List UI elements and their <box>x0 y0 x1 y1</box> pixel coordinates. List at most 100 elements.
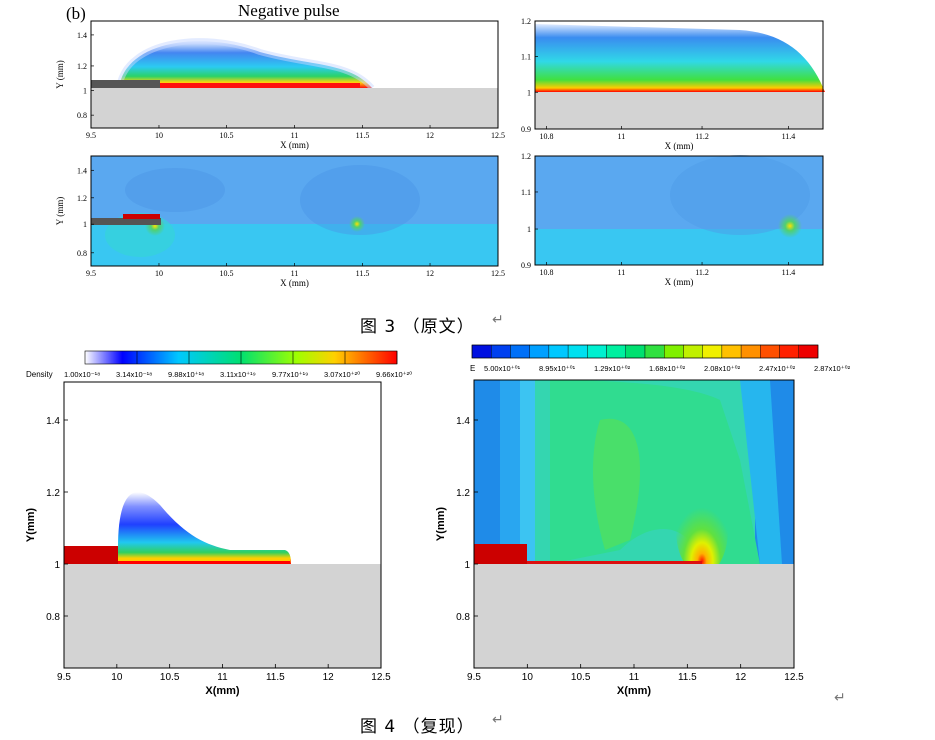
x-tick-label: 9.5 <box>86 269 96 278</box>
x-tick-label: 12 <box>735 672 747 683</box>
x-tick-label: 11.2 <box>695 132 709 141</box>
colorbar-block <box>491 344 511 359</box>
figure-title: Negative pulse <box>238 1 340 20</box>
return-mark-3: ↵ <box>492 712 504 728</box>
x-tick-label: 11.5 <box>356 269 370 278</box>
colorbar-block <box>510 344 530 359</box>
field-legend-value: 8.95x10⁺⁰¹ <box>539 364 576 373</box>
x-tick-label: 10 <box>111 672 123 683</box>
colorbar-block <box>683 344 703 359</box>
y-tick-label: 1.2 <box>46 488 60 499</box>
x-tick-label: 12.5 <box>491 131 505 140</box>
panel-density-zoom <box>534 20 825 130</box>
y-tick-label: 1.2 <box>77 62 87 71</box>
x-tick-label: 11 <box>217 672 228 683</box>
y-axis-label: Y (mm) <box>55 60 65 88</box>
x-tick-label: 10.5 <box>160 672 180 683</box>
colorbar-block <box>702 344 723 359</box>
density-legend-value: 3.07x10⁺²⁰ <box>324 370 360 379</box>
x-tick-label: 9.5 <box>467 672 481 683</box>
x-tick-label: 11.5 <box>266 672 285 683</box>
x-tick-label: 12 <box>426 269 434 278</box>
x-tick-label: 9.5 <box>86 131 96 140</box>
x-tick-label: 10.8 <box>540 132 554 141</box>
density-legend-title: Density <box>26 370 53 379</box>
x-tick-label: 12 <box>426 131 434 140</box>
y-tick-label: 1.4 <box>77 31 87 40</box>
panel-density-recreated <box>63 381 382 669</box>
x-tick-label: 12 <box>323 672 335 683</box>
x-axis-label: X (mm) <box>665 277 694 287</box>
colorbar-block <box>664 344 684 359</box>
y-tick-label: 1.4 <box>77 166 87 175</box>
panel-field-zoom <box>534 155 824 266</box>
x-tick-label: 11 <box>618 268 626 277</box>
y-tick-label: 0.8 <box>77 111 87 120</box>
density-legend-value: 9.88x10⁺¹⁸ <box>168 370 204 379</box>
colorbar-block <box>798 344 819 359</box>
panel-field-full <box>90 155 499 267</box>
colorbar-block <box>529 344 550 359</box>
x-tick-label: 10.5 <box>571 672 591 683</box>
y-tick-label: 1 <box>54 560 60 571</box>
y-tick-label: 1.2 <box>456 488 470 499</box>
x-axis-label: X (mm) <box>280 278 309 288</box>
x-tick-label: 9.5 <box>57 672 71 683</box>
field-legend-value: 2.47x10⁺⁰² <box>759 364 796 373</box>
density-legend-value: 9.77x10⁺¹⁹ <box>272 370 308 379</box>
x-axis-label: X (mm) <box>280 140 309 150</box>
colorbar-block <box>740 344 761 359</box>
x-tick-label: 12.5 <box>371 672 391 683</box>
y-tick-label: 1.1 <box>521 53 531 62</box>
panel-density-full <box>90 20 499 129</box>
figure-4-caption: 图 4 （复现） <box>360 717 475 737</box>
x-axis-label: X(mm) <box>205 685 240 697</box>
x-tick-label: 11 <box>629 672 640 683</box>
y-tick-label: 1.1 <box>521 188 531 197</box>
y-tick-label: 1.4 <box>46 416 60 427</box>
y-tick-label: 0.8 <box>456 612 470 623</box>
field-legend-value: 2.08x10⁺⁰² <box>704 364 741 373</box>
field-legend-value: 2.87x10⁺⁰² <box>814 364 851 373</box>
y-tick-label: 0.8 <box>77 249 87 258</box>
y-tick-label: 0.8 <box>46 612 60 623</box>
colorbar-block <box>567 344 588 359</box>
x-tick-label: 12.5 <box>491 269 505 278</box>
x-tick-label: 11.5 <box>356 131 370 140</box>
x-tick-label: 10 <box>155 269 163 278</box>
x-tick-label: 11 <box>291 269 299 278</box>
colorbar-block <box>625 344 646 359</box>
y-tick-label: 1 <box>83 220 87 229</box>
x-tick-label: 10.5 <box>220 131 234 140</box>
y-tick-label: 1.2 <box>77 194 87 203</box>
field-colorbar: E 5.00x10⁺⁰¹ 8.95x10⁺⁰¹ 1.29x10⁺⁰² 1.68x10⁺… <box>470 344 851 373</box>
return-mark-2: ↵ <box>834 690 846 706</box>
y-tick-label: 0.9 <box>521 125 531 134</box>
colorbar-block <box>587 344 607 359</box>
y-tick-label: 1.2 <box>521 17 531 26</box>
y-tick-label: 1 <box>527 88 531 97</box>
x-tick-label: 10.5 <box>220 269 234 278</box>
y-tick-label: 1 <box>527 225 531 234</box>
density-colorbar: Density 1.00x10⁻¹⁸ 3.14x10⁻¹⁸ 9.88x10⁺¹⁸ 3.… <box>26 350 412 379</box>
x-tick-label: 11 <box>291 131 299 140</box>
panel-label: (b) <box>66 4 86 23</box>
density-legend-value: 3.14x10⁻¹⁸ <box>116 370 152 379</box>
y-tick-label: 1.2 <box>521 152 531 161</box>
y-tick-label: 0.9 <box>521 261 531 270</box>
density-legend-value: 3.11x10⁺¹⁹ <box>220 370 256 379</box>
colorbar-block <box>606 344 626 359</box>
y-axis-label: Y(mm) <box>25 508 37 543</box>
figure-3-caption: 图 3 （原文） <box>360 317 475 337</box>
panel-field-recreated <box>473 379 795 669</box>
colorbar-block <box>779 344 799 359</box>
field-legend-value: 1.68x10⁺⁰² <box>649 364 686 373</box>
x-axis-label: X(mm) <box>617 685 652 697</box>
x-axis-label: X (mm) <box>665 141 694 151</box>
x-tick-label: 10.8 <box>540 268 554 277</box>
x-tick-label: 10 <box>155 131 163 140</box>
y-tick-label: 1 <box>464 560 470 571</box>
y-tick-label: 1 <box>83 87 87 96</box>
x-tick-label: 11.4 <box>782 132 796 141</box>
x-tick-label: 11 <box>618 132 626 141</box>
